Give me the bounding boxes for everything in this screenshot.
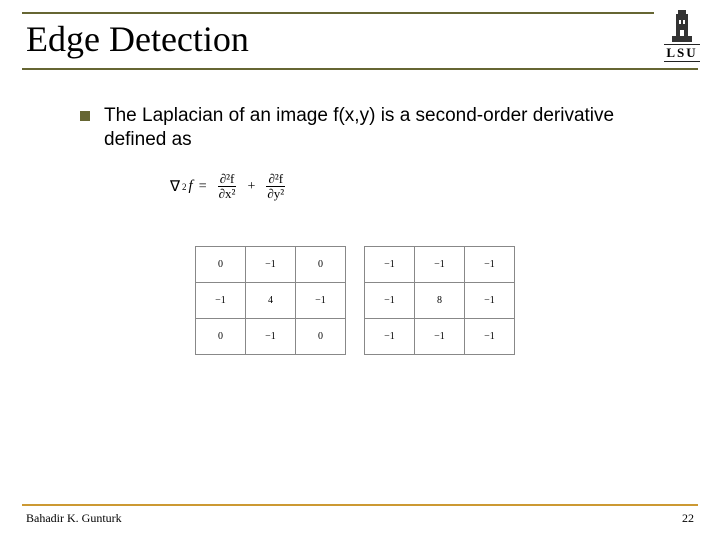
title-rule-bottom xyxy=(22,68,698,70)
bullet-row: The Laplacian of an image f(x,y) is a se… xyxy=(80,104,640,152)
kernel-cell: 4 xyxy=(246,283,296,319)
table-row: 0 −1 0 xyxy=(196,247,346,283)
bullet-text: The Laplacian of an image f(x,y) is a se… xyxy=(104,104,640,152)
kernel-cell: −1 xyxy=(465,319,515,355)
fraction-d2f-dx2: ∂²f ∂x² xyxy=(217,172,238,202)
table-row: −1 4 −1 xyxy=(196,283,346,319)
frac1-num: ∂²f xyxy=(218,172,237,187)
kernel-tables: 0 −1 0 −1 4 −1 0 −1 0 −1 −1 −1 −1 xyxy=(195,246,515,355)
table-row: −1 −1 −1 xyxy=(365,247,515,283)
laplacian-formula: ∇2 f = ∂²f ∂x² + ∂²f ∂y² xyxy=(170,172,290,202)
kernel-cell: −1 xyxy=(246,247,296,283)
lsu-logo: LSU xyxy=(654,8,710,64)
frac1-den: ∂x² xyxy=(217,187,238,201)
kernel-cell: −1 xyxy=(296,283,346,319)
page-title: Edge Detection xyxy=(26,18,249,60)
kernel-4-connected: 0 −1 0 −1 4 −1 0 −1 0 xyxy=(195,246,346,355)
kernel-cell: 0 xyxy=(296,319,346,355)
bullet-icon xyxy=(80,111,90,121)
kernel-cell: −1 xyxy=(365,283,415,319)
kernel-cell: −1 xyxy=(246,319,296,355)
kernel-cell: −1 xyxy=(415,247,465,283)
table-row: −1 −1 −1 xyxy=(365,319,515,355)
fraction-d2f-dy2: ∂²f ∂y² xyxy=(265,172,286,202)
footer-author: Bahadir K. Gunturk xyxy=(26,511,122,526)
kernel-cell: −1 xyxy=(365,247,415,283)
title-rule-top xyxy=(22,12,698,14)
kernel-cell: 0 xyxy=(196,247,246,283)
table-row: −1 8 −1 xyxy=(365,283,515,319)
nabla-squared-exponent: 2 xyxy=(182,182,187,192)
kernel-cell: −1 xyxy=(196,283,246,319)
footer-rule xyxy=(22,504,698,506)
kernel-8-connected: −1 −1 −1 −1 8 −1 −1 −1 −1 xyxy=(364,246,515,355)
equals-sign: = xyxy=(199,179,207,195)
lsu-tower-icon xyxy=(667,10,697,42)
table-row: 0 −1 0 xyxy=(196,319,346,355)
frac2-num: ∂²f xyxy=(266,172,285,187)
kernel-cell: −1 xyxy=(465,247,515,283)
plus-sign: + xyxy=(247,179,255,195)
kernel-cell: −1 xyxy=(465,283,515,319)
nabla-symbol: ∇ xyxy=(170,177,180,196)
kernel-cell: −1 xyxy=(415,319,465,355)
lsu-logo-text: LSU xyxy=(664,44,699,62)
frac2-den: ∂y² xyxy=(265,187,286,201)
kernel-cell: −1 xyxy=(365,319,415,355)
kernel-cell: 8 xyxy=(415,283,465,319)
kernel-cell: 0 xyxy=(196,319,246,355)
slide: Edge Detection LSU The Laplacian of an i… xyxy=(0,0,720,540)
kernel-cell: 0 xyxy=(296,247,346,283)
footer-page-number: 22 xyxy=(682,511,694,526)
formula-f: f xyxy=(189,178,193,195)
